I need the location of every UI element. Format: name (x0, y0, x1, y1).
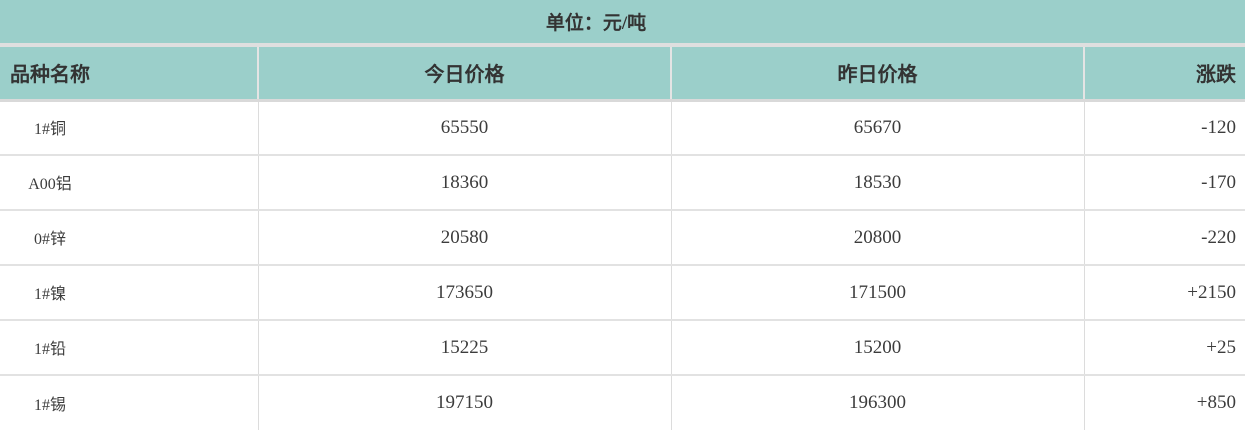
unit-label: 单位：元/吨 (545, 13, 647, 34)
unit-bar: 单位：元/吨 (0, 0, 1245, 43)
header-product-name: 品种名称 (0, 47, 258, 102)
table-row: 1#锡 197150 196300 +850 (0, 374, 1245, 430)
header-change: 涨跌 (1083, 47, 1245, 102)
cell-today-price: 173650 (257, 264, 671, 320)
cell-change: -220 (1083, 209, 1245, 265)
cell-product-name: 1#镍 (0, 264, 258, 320)
header-today-price: 今日价格 (257, 47, 671, 102)
cell-product-name: 0#锌 (0, 209, 258, 265)
table-row: 1#铅 15225 15200 +25 (0, 319, 1245, 375)
cell-change: -170 (1083, 154, 1245, 210)
cell-change: +2150 (1083, 264, 1245, 320)
cell-change: +25 (1083, 319, 1245, 375)
cell-yesterday-price: 171500 (670, 264, 1084, 320)
cell-today-price: 18360 (257, 154, 671, 210)
table-row: A00铝 18360 18530 -170 (0, 154, 1245, 210)
cell-product-name: 1#锡 (0, 374, 258, 430)
cell-product-name: 1#铅 (0, 319, 258, 375)
table-header-row: 品种名称 今日价格 昨日价格 涨跌 (0, 47, 1245, 102)
price-table: 品种名称 今日价格 昨日价格 涨跌 1#铜 65550 65670 -120 A… (0, 47, 1245, 430)
cell-yesterday-price: 65670 (670, 100, 1084, 155)
divider (0, 43, 1245, 47)
table-row: 1#镍 173650 171500 +2150 (0, 264, 1245, 320)
cell-today-price: 197150 (257, 374, 671, 430)
cell-product-name: A00铝 (0, 154, 258, 210)
cell-yesterday-price: 18530 (670, 154, 1084, 210)
cell-today-price: 15225 (257, 319, 671, 375)
cell-yesterday-price: 196300 (670, 374, 1084, 430)
cell-today-price: 65550 (257, 100, 671, 155)
cell-yesterday-price: 20800 (670, 209, 1084, 265)
cell-product-name: 1#铜 (0, 100, 258, 155)
cell-today-price: 20580 (257, 209, 671, 265)
cell-change: +850 (1083, 374, 1245, 430)
table-row: 0#锌 20580 20800 -220 (0, 209, 1245, 265)
table-row: 1#铜 65550 65670 -120 (0, 100, 1245, 155)
cell-change: -120 (1083, 100, 1245, 155)
header-yesterday-price: 昨日价格 (670, 47, 1084, 102)
cell-yesterday-price: 15200 (670, 319, 1084, 375)
